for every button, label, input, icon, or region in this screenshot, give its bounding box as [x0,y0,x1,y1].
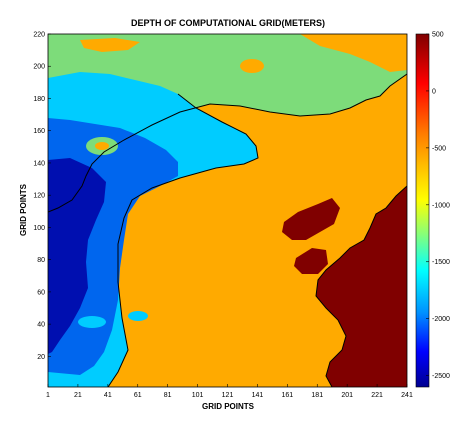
y-tick-label: 160 [33,128,45,135]
land-mainland [316,186,407,387]
contour-shelf-edge [107,93,259,387]
y-tick-label: 200 [33,64,45,71]
north-shelf-patch [80,38,140,52]
x-tick-label: 61 [134,392,142,399]
contour-upper-slope [48,73,407,213]
x-axis-label: GRID POINTS [202,402,255,411]
colorbar [415,33,430,388]
x-axis-ticks: 1 21 41 61 81 101 121 141 161 181 201 221 241 [46,384,413,399]
x-tick-label: 41 [104,392,112,399]
y-tick-label: 220 [33,32,45,39]
chart-title: DEPTH OF COMPUTATIONAL GRID(METERS) [131,18,325,28]
x-tick-label: 181 [311,392,323,399]
contour-lines [48,73,407,387]
y-tick-label: 40 [37,322,45,329]
colorbar-tick-label: -1000 [432,202,450,209]
x-tick-label: 81 [164,392,172,399]
x-tick-label: 241 [401,392,413,399]
x-tick-label: 161 [281,392,293,399]
shallow-patch-2 [128,311,148,321]
y-tick-label: 80 [37,257,45,264]
y-tick-label: 20 [37,354,45,361]
y-axis-ticks: 20 40 60 80 100 120 140 160 180 200 220 [33,32,51,361]
x-tick-label: 21 [74,392,82,399]
y-tick-label: 60 [37,289,45,296]
colorbar-tick-label: 500 [432,32,444,39]
depth-map [48,34,407,387]
y-tick-label: 140 [33,160,45,167]
shallow-patch-1 [78,316,106,328]
colorbar-tick-label: -2000 [432,316,450,323]
y-tick-label: 180 [33,96,45,103]
x-tick-label: 1 [46,392,50,399]
y-axis-label: GRID POINTS [19,183,28,236]
land-island-mid [294,248,328,274]
y-tick-label: 100 [33,225,45,232]
region-abyss [48,158,106,354]
contour-coastline [315,185,407,387]
x-tick-label: 101 [192,392,204,399]
x-tick-label: 201 [341,392,353,399]
x-tick-label: 221 [371,392,383,399]
shelf-bank [240,59,264,73]
northeast-shelf [300,34,407,72]
y-tick-label: 120 [33,193,45,200]
colorbar-tick-label: 0 [432,88,436,95]
colorbar-tick-label: -2500 [432,373,450,380]
colorbar-ticks: 500 0 -500 -1000 -1500 -2000 -2500 [426,32,450,380]
colorbar-tick-label: -500 [432,145,446,152]
x-tick-label: 121 [222,392,234,399]
x-tick-label: 141 [252,392,264,399]
land-island-large [282,198,340,240]
region-slope [48,34,407,212]
colorbar-tick-label: -1500 [432,259,450,266]
seamount-core [95,142,109,150]
